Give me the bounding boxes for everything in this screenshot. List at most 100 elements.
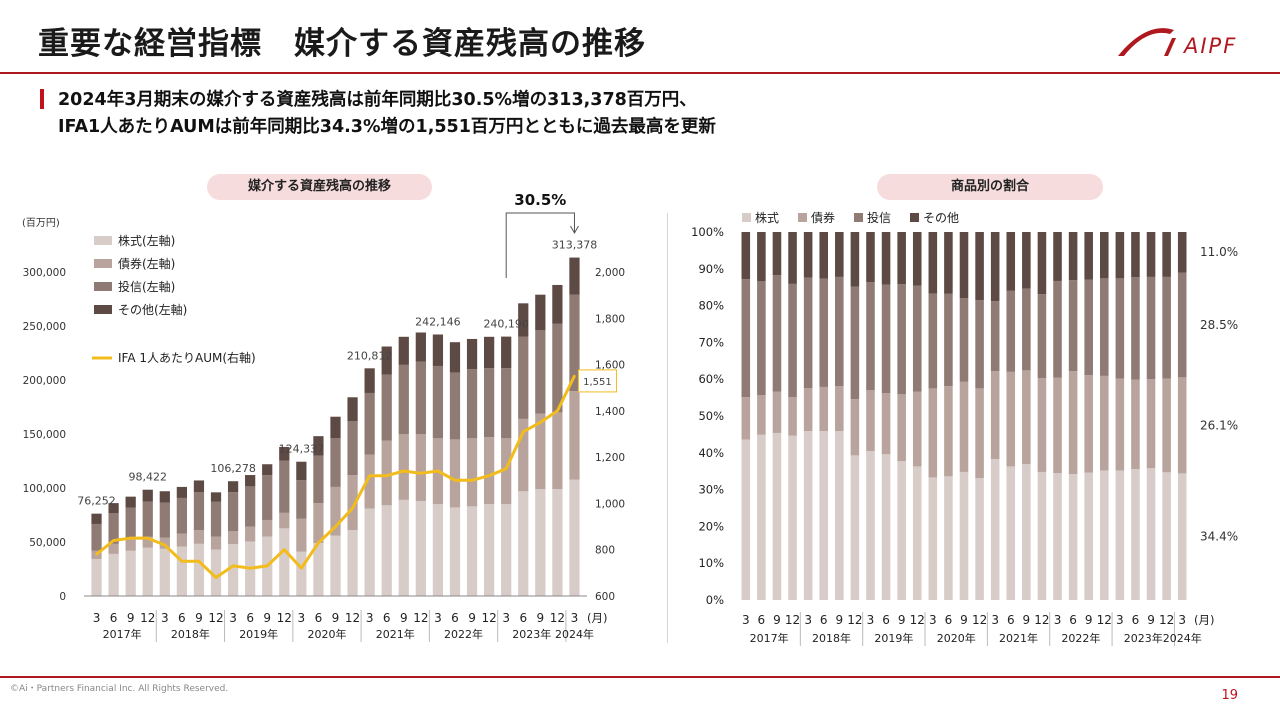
- year-label: 2024年: [1163, 631, 1202, 645]
- ratio-segment-stock: [741, 439, 751, 600]
- legend-swatch-trust: [854, 213, 863, 222]
- y-tick-label: 100,000: [23, 483, 66, 495]
- y-tick-label: 40%: [698, 446, 724, 460]
- month-label: 3: [1054, 613, 1062, 627]
- month-label: 3: [867, 613, 875, 627]
- year-label: 2019年: [239, 627, 278, 641]
- bar-segment-other: [381, 346, 392, 375]
- y-tick-label: 300,000: [23, 267, 66, 279]
- y-tick-label: 50%: [698, 409, 724, 423]
- bar-segment-stock: [381, 505, 392, 596]
- bar-segment-bond: [159, 537, 170, 549]
- bar-segment-stock: [227, 544, 239, 596]
- ratio-segment-other: [1099, 232, 1109, 279]
- ratio-segment-trust: [912, 285, 922, 392]
- bar-segment-trust: [569, 294, 580, 392]
- y-tick-label: 0: [59, 591, 66, 603]
- ratio-segment-trust: [1099, 278, 1109, 376]
- ratio-segment-trust: [850, 286, 860, 400]
- month-label: 3: [229, 611, 237, 625]
- aum-point: [522, 430, 525, 433]
- ratio-segment-stock: [757, 434, 766, 600]
- month-label: 12: [140, 611, 155, 625]
- ratio-segment-stock: [1037, 471, 1047, 600]
- ratio-segment-other: [850, 232, 860, 287]
- ratio-segment-other: [1131, 232, 1140, 278]
- legend-swatch-stock: [742, 213, 751, 222]
- page-number: 19: [1221, 688, 1238, 703]
- ratio-segment-other: [788, 232, 797, 284]
- ratio-segment-bond: [1006, 371, 1016, 467]
- ratio-segment-stock: [1177, 473, 1187, 600]
- aum-point: [197, 560, 201, 563]
- bar-segment-stock: [330, 535, 341, 596]
- month-label: 12: [1034, 613, 1049, 627]
- ratio-segment-other: [1084, 232, 1093, 280]
- ratio-segment-other: [1146, 232, 1156, 277]
- y-tick-label: 20%: [698, 519, 724, 533]
- ratio-segment-other: [757, 232, 766, 282]
- y2-tick-label: 1,400: [595, 406, 625, 418]
- growth-label: 30.5%: [514, 191, 566, 209]
- bar-segment-other: [125, 496, 136, 508]
- bar-segment-other: [245, 475, 256, 487]
- month-label: 6: [882, 613, 890, 627]
- logo-swoosh-icon: [1118, 28, 1174, 56]
- ratio-segment-other: [1006, 232, 1016, 291]
- month-label: 3: [929, 613, 937, 627]
- ratio-segment-other: [1037, 232, 1047, 295]
- bar-segment-other: [552, 284, 563, 324]
- bar-segment-other: [142, 489, 153, 502]
- y2-tick-label: 1,000: [595, 498, 625, 510]
- ratio-segment-bond: [1099, 375, 1109, 471]
- ratio-segment-trust: [959, 298, 969, 382]
- month-label: 3: [502, 611, 510, 625]
- bar-segment-bond: [176, 533, 187, 547]
- month-label: 12: [413, 611, 428, 625]
- month-label: 9: [1085, 613, 1093, 627]
- ratio-segment-bond: [1177, 377, 1187, 474]
- y-tick-label: 60%: [698, 372, 724, 386]
- bar-segment-stock: [364, 508, 375, 596]
- ratio-segment-other: [1162, 232, 1171, 277]
- aum-end-label-box: [577, 369, 617, 393]
- month-label: 12: [972, 613, 987, 627]
- bar-segment-bond: [518, 418, 529, 492]
- y-tick-label: 50,000: [29, 537, 66, 549]
- ratio-segment-bond: [1084, 375, 1093, 473]
- growth-bracket: [505, 212, 575, 278]
- ratio-segment-stock: [850, 455, 860, 600]
- logo-i-mark-icon: [1164, 38, 1176, 56]
- bar-segment-bond: [262, 519, 273, 537]
- ratio-segment-stock: [959, 471, 969, 600]
- aum-point: [283, 548, 286, 551]
- y-tick-label: 30%: [698, 483, 724, 497]
- ratio-segment-other: [1022, 232, 1031, 289]
- ratio-segment-stock: [1022, 464, 1031, 600]
- bar-segment-trust: [193, 491, 205, 531]
- ratio-segment-trust: [1115, 278, 1125, 379]
- ratio-segment-trust: [1162, 276, 1171, 379]
- aum-point: [180, 560, 184, 563]
- ratio-segment-bond: [975, 388, 984, 479]
- bar-segment-other: [347, 397, 358, 422]
- bar-segment-trust: [484, 368, 495, 438]
- ratio-segment-bond: [1053, 377, 1062, 474]
- month-label: 6: [945, 613, 953, 627]
- total-value-label: 313,378: [552, 239, 598, 252]
- aum-point: [556, 409, 559, 413]
- bar-segment-bond: [484, 437, 495, 505]
- bar-segment-bond: [193, 530, 205, 544]
- legend-label: 株式(左軸): [118, 233, 175, 248]
- bar-segment-bond: [364, 454, 375, 509]
- bar-segment-trust: [330, 438, 341, 487]
- y-axis-unit: (百万円): [22, 217, 60, 229]
- ratio-segment-stock: [912, 466, 922, 600]
- bar-segment-trust: [245, 486, 256, 527]
- ratio-segment-stock: [788, 435, 797, 600]
- bar-segment-bond: [210, 536, 222, 550]
- bar-segment-trust: [125, 507, 136, 540]
- bar-segment-bond: [245, 526, 256, 542]
- company-logo: AIPF: [1118, 28, 1235, 58]
- ratio-segment-other: [1053, 232, 1062, 281]
